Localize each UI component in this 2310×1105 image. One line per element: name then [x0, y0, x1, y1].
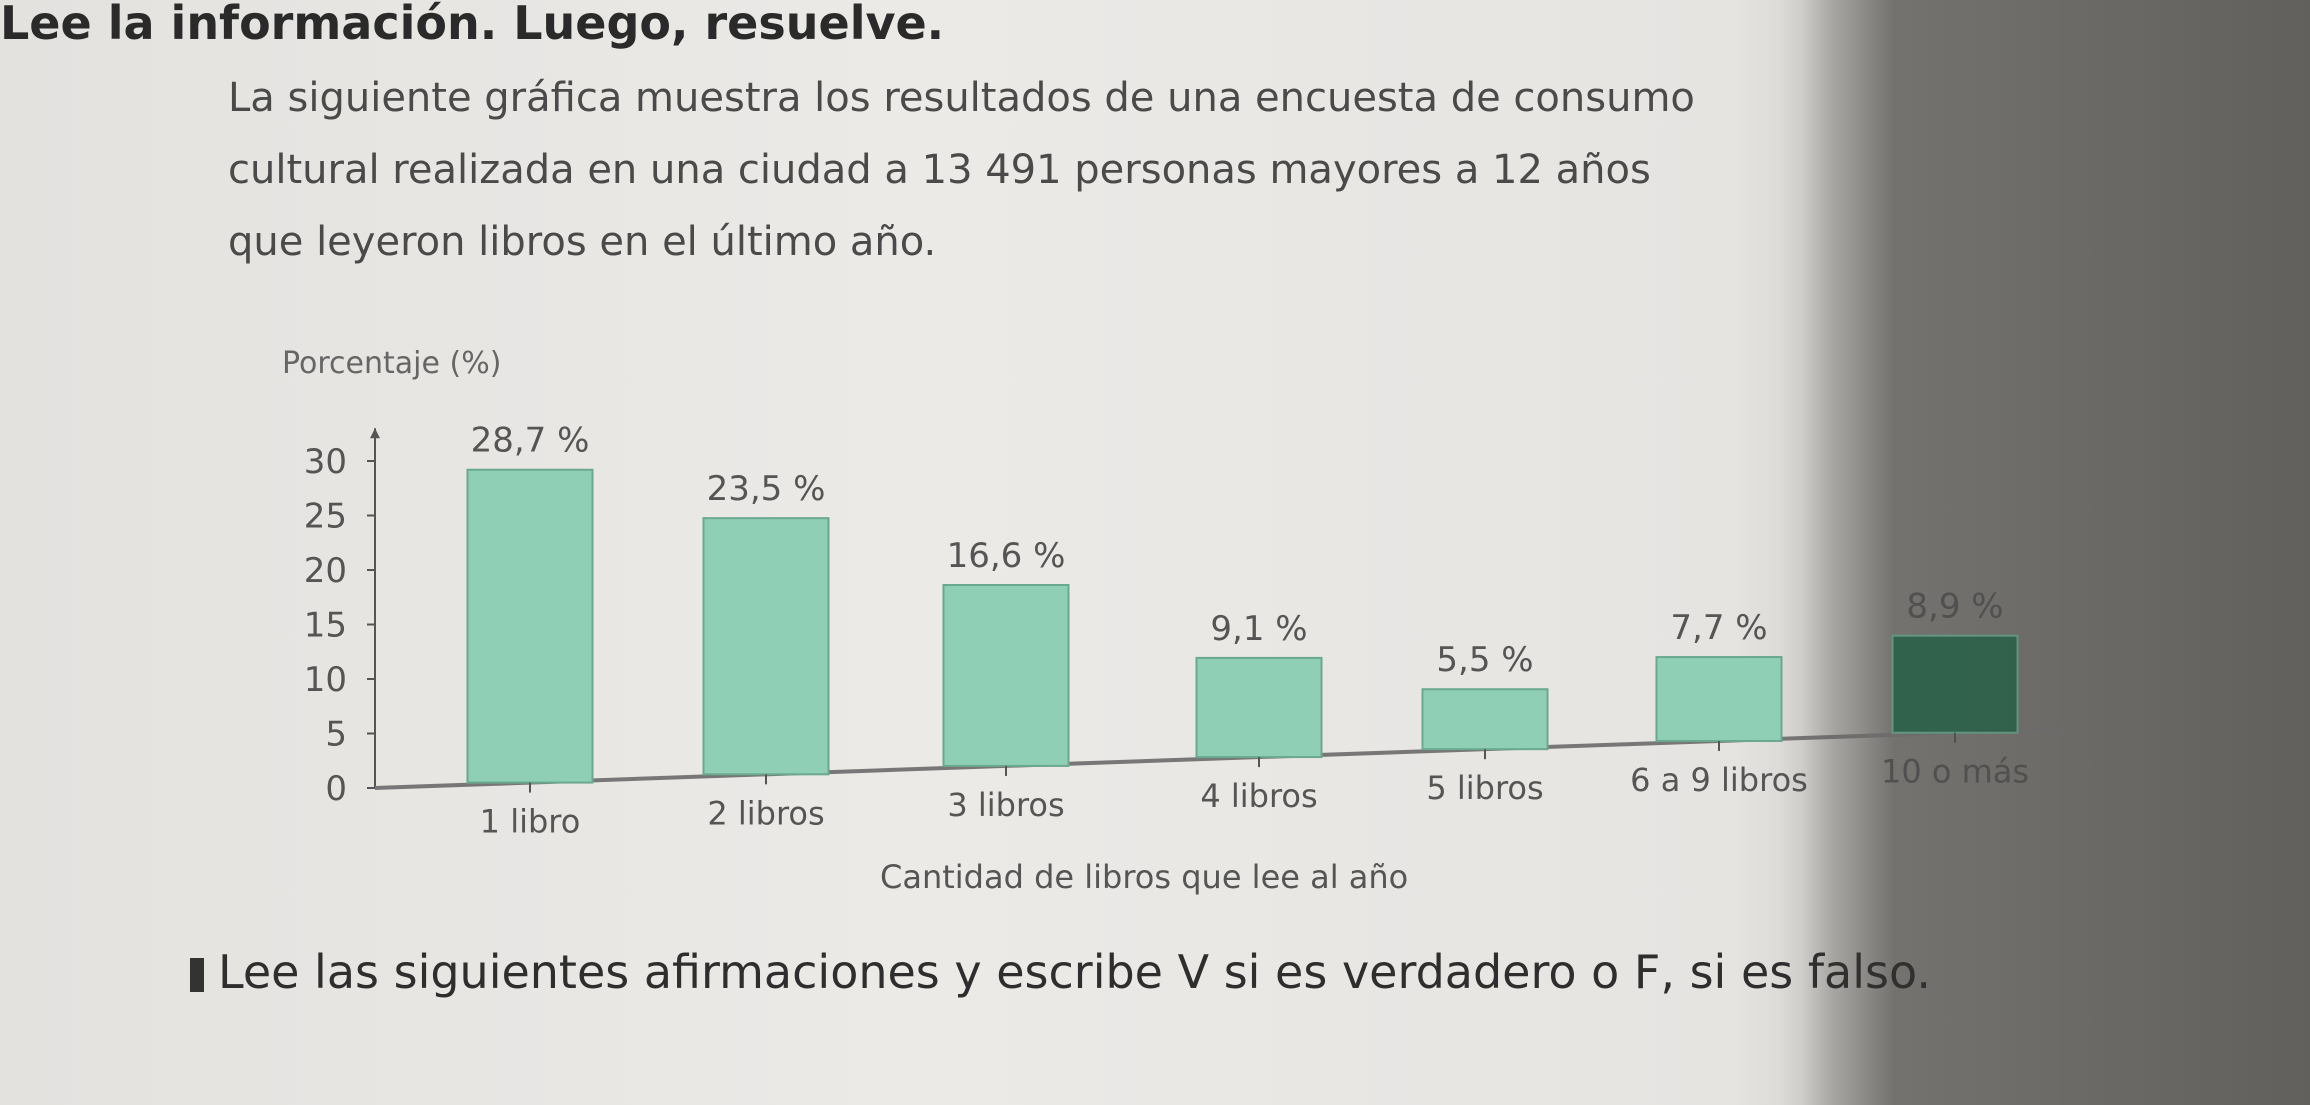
- data-label: 9,1 %: [1210, 609, 1307, 649]
- y-axis-arrow: [370, 428, 380, 439]
- data-label: 8,9 %: [1906, 587, 2003, 627]
- x-axis-title: Cantidad de libros que lee al año: [880, 858, 1409, 896]
- bar: [466, 468, 594, 784]
- bar: [1655, 656, 1783, 742]
- data-label: 5,5 %: [1436, 640, 1533, 680]
- y-tick-label: 25: [304, 497, 347, 537]
- x-tick-label: 6 a 9 libros: [1630, 761, 1808, 799]
- bar: [942, 583, 1070, 767]
- bullet-icon: [190, 958, 204, 992]
- intro-line: que leyeron libros en el último año.: [228, 219, 937, 265]
- y-tick-label: 15: [304, 606, 347, 646]
- y-tick-label: 5: [325, 715, 347, 755]
- y-tick-label: 30: [304, 442, 347, 482]
- y-axis-title: Porcentaje (%): [282, 346, 502, 381]
- data-label: 7,7 %: [1670, 608, 1767, 648]
- y-tick-label: 0: [325, 769, 347, 809]
- y-tick-label: 10: [304, 660, 347, 700]
- instruction-text: Lee las siguientes afirmaciones y escrib…: [218, 945, 1931, 999]
- data-label: 16,6 %: [947, 536, 1066, 576]
- x-tick-label: 1 libro: [480, 803, 581, 841]
- intro-paragraph: La siguiente gráfica muestra los resulta…: [228, 62, 2148, 278]
- bar: [702, 517, 830, 776]
- x-tick-label: 2 libros: [707, 794, 824, 832]
- data-label: 23,5 %: [707, 469, 826, 509]
- x-tick-label: 3 libros: [947, 786, 1064, 824]
- intro-line: La siguiente gráfica muestra los resulta…: [228, 75, 1695, 121]
- y-tick-label: 20: [304, 551, 347, 591]
- bar: [1421, 688, 1549, 751]
- data-label: 28,7 %: [471, 421, 590, 461]
- section-title: Lee la información. Luego, resuelve.: [0, 0, 945, 50]
- bar: [1195, 656, 1323, 759]
- x-tick-label: 4 libros: [1200, 777, 1317, 815]
- bar: [1891, 634, 2019, 734]
- x-tick-label: 10 o más: [1881, 753, 2029, 791]
- instruction: Lee las siguientes afirmaciones y escrib…: [190, 945, 1931, 999]
- x-tick-label: 5 libros: [1426, 769, 1543, 807]
- intro-line: cultural realizada en una ciudad a 13 49…: [228, 147, 1651, 193]
